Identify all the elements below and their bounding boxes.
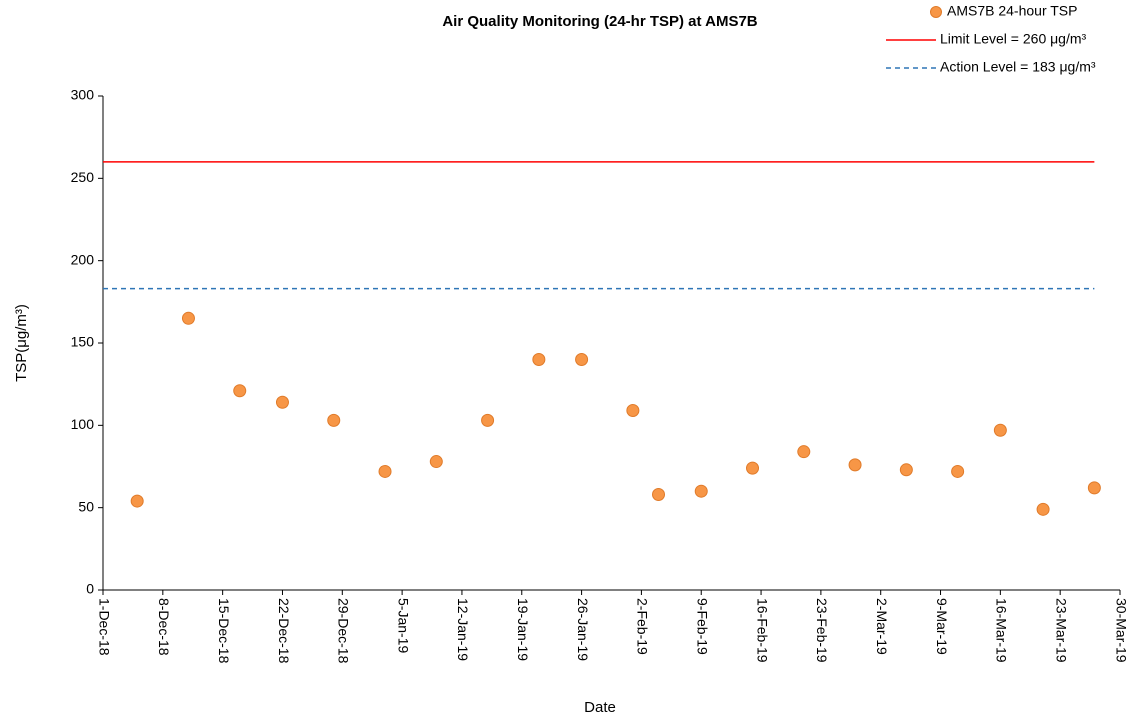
legend-marker xyxy=(930,6,942,18)
x-tick-label: 5-Jan-19 xyxy=(395,598,411,653)
x-tick-label: 23-Mar-19 xyxy=(1053,598,1069,663)
x-tick-label: 26-Jan-19 xyxy=(575,598,591,661)
y-tick-label: 200 xyxy=(71,251,95,267)
point xyxy=(481,413,495,427)
legend-label: Action Level = 183 μg/m³ xyxy=(940,59,1096,75)
point xyxy=(797,445,811,459)
y-tick-label: 150 xyxy=(71,334,95,350)
x-tick-label: 9-Feb-19 xyxy=(695,598,711,655)
y-axis-label: TSP(μg/m³) xyxy=(13,304,30,382)
x-tick-label: 1-Dec-18 xyxy=(96,598,112,656)
x-axis-label: Date xyxy=(584,699,616,716)
x-tick-label: 23-Feb-19 xyxy=(814,598,830,663)
point xyxy=(951,464,965,478)
point xyxy=(378,464,392,478)
x-tick-label: 9-Mar-19 xyxy=(934,598,950,655)
point xyxy=(327,413,341,427)
point xyxy=(626,404,640,418)
x-tick-label: 2-Feb-19 xyxy=(635,598,651,655)
point xyxy=(275,395,289,409)
legend-label: Limit Level = 260 μg/m³ xyxy=(940,31,1087,47)
y-tick-label: 250 xyxy=(71,169,95,185)
point xyxy=(233,384,247,398)
x-tick-label: 8-Dec-18 xyxy=(156,598,172,656)
point xyxy=(694,484,708,498)
point xyxy=(532,352,546,366)
x-tick-label: 30-Mar-19 xyxy=(1113,598,1129,663)
point xyxy=(130,494,144,508)
chart-title: Air Quality Monitoring (24-hr TSP) at AM… xyxy=(442,13,757,30)
point xyxy=(1087,481,1101,495)
y-tick-label: 0 xyxy=(86,581,94,597)
point xyxy=(181,311,195,325)
point xyxy=(746,461,760,475)
x-tick-label: 19-Jan-19 xyxy=(515,598,531,661)
y-tick-label: 300 xyxy=(71,87,95,103)
x-tick-label: 16-Feb-19 xyxy=(754,598,770,663)
point xyxy=(848,458,862,472)
y-tick-label: 50 xyxy=(78,498,94,514)
x-tick-label: 22-Dec-18 xyxy=(276,598,292,664)
x-tick-label: 2-Mar-19 xyxy=(874,598,890,655)
point xyxy=(575,352,589,366)
point xyxy=(652,487,666,501)
point xyxy=(1036,502,1050,516)
x-tick-label: 29-Dec-18 xyxy=(336,598,352,664)
legend-label: AMS7B 24-hour TSP xyxy=(947,3,1077,19)
point xyxy=(993,423,1007,437)
y-tick-label: 100 xyxy=(71,416,95,432)
x-tick-label: 15-Dec-18 xyxy=(216,598,232,664)
point xyxy=(899,463,913,477)
point xyxy=(429,455,443,469)
x-tick-label: 16-Mar-19 xyxy=(994,598,1010,663)
x-tick-label: 12-Jan-19 xyxy=(455,598,471,661)
